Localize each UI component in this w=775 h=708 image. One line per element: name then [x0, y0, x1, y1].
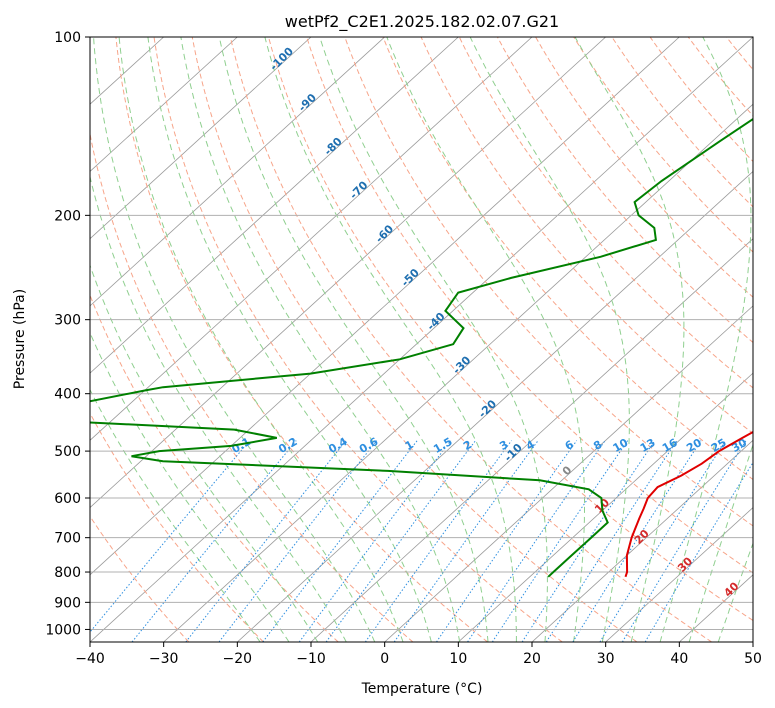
mixing-ratio-line — [644, 461, 753, 642]
mixing-ratio-line — [521, 440, 656, 642]
moist-adiabat-line — [180, 37, 461, 642]
isotherm-line — [90, 37, 312, 240]
moist-adiabat-line — [386, 37, 585, 642]
x-tick-label: 50 — [744, 651, 762, 667]
y-tick-label: 800 — [54, 565, 81, 581]
moist-adiabat-line — [90, 388, 261, 642]
mixing-ratio-line — [572, 440, 702, 642]
mixing-ratio-line — [298, 440, 452, 642]
dry-adiabat-line — [306, 37, 753, 574]
isotherm-line — [90, 37, 459, 374]
moist-adiabat-lines — [90, 37, 753, 642]
x-tick-label: 20 — [523, 651, 541, 667]
isotherm-line — [90, 37, 680, 576]
isotherm-line — [90, 37, 533, 441]
isotherm-line — [531, 439, 753, 642]
x-tick-label: 40 — [670, 651, 688, 667]
moist-adiabat-line — [93, 37, 376, 642]
mixing-ratio-line — [218, 440, 378, 642]
dry-adiabat-line — [382, 37, 753, 481]
temperature-profile-line — [624, 430, 753, 578]
dry-adiabat-line — [115, 37, 488, 642]
dry-adiabat-line — [153, 37, 563, 642]
y-tick-label: 100 — [54, 30, 81, 46]
y-tick-label: 700 — [54, 531, 81, 547]
mixing-ratio-line — [436, 440, 578, 642]
dry-adiabat-line — [229, 37, 712, 642]
mixing-ratio-line — [393, 440, 539, 642]
y-tick-label: 300 — [54, 313, 81, 329]
x-tick-label: −20 — [223, 651, 253, 667]
mixing-ratio-label: 36 — [750, 436, 770, 455]
y-tick-label: 1000 — [45, 622, 81, 638]
profile-series — [90, 117, 753, 578]
mixing-ratio-line — [262, 440, 418, 642]
isotherm-line — [90, 37, 606, 509]
dry-adiabat-line — [90, 412, 264, 642]
moist-adiabat-line — [717, 541, 753, 642]
isotherm-line — [458, 372, 753, 642]
y-axis-label: Pressure (hPa) — [12, 289, 28, 389]
dry-adiabat-line — [90, 131, 414, 642]
moist-adiabat-line — [118, 37, 404, 642]
y-tick-label: 900 — [54, 595, 81, 611]
mixing-ratio-line — [325, 440, 476, 642]
moist-adiabat-line — [218, 37, 489, 642]
plot-frame — [89, 36, 754, 643]
x-tick-label: 0 — [380, 651, 389, 667]
isotherm-line — [384, 305, 753, 642]
mixing-ratio-line — [491, 440, 629, 642]
x-tick-label: 30 — [597, 651, 615, 667]
dry-adiabat-line — [191, 37, 638, 642]
y-axis-ticks: 100 200 300 400 500 600 700 800 900 1000 — [45, 30, 90, 638]
x-tick-label: −30 — [149, 651, 179, 667]
dry-adiabat-line — [535, 37, 753, 298]
x-tick-label: −10 — [296, 651, 326, 667]
isotherm-line — [605, 507, 753, 642]
moist-adiabat-line — [264, 37, 517, 642]
dry-adiabat-line — [420, 37, 753, 435]
mixing-ratio-line — [621, 440, 747, 642]
mixing-ratio-line — [545, 440, 678, 642]
mixing-ratio-line — [599, 440, 727, 642]
mixing-ratio-line — [90, 440, 250, 633]
dry-adiabat-line — [268, 37, 753, 622]
x-axis-ticks: −40 −30 −20 −10 0 10 20 30 40 50 — [75, 642, 762, 667]
isotherm-line — [237, 170, 753, 642]
isotherm-line — [163, 103, 753, 642]
moist-adiabat-line — [90, 174, 347, 642]
y-tick-label: 200 — [54, 208, 81, 224]
y-tick-label: 600 — [54, 491, 81, 507]
moist-adiabat-line — [574, 37, 685, 642]
moist-adiabat-line — [90, 331, 290, 642]
dry-adiabat-line — [344, 37, 753, 527]
isotherm-line — [90, 37, 238, 172]
x-tick-label: 10 — [449, 651, 467, 667]
dry-adiabat-line — [496, 37, 753, 344]
moist-adiabat-line — [659, 37, 752, 642]
y-tick-label: 500 — [54, 444, 81, 460]
mixing-ratio-line — [467, 440, 606, 642]
chart-title: wetPf2_C2E1.2025.182.02.07.G21 — [285, 12, 559, 32]
moist-adiabat-line — [688, 442, 753, 642]
moist-adiabat-line — [469, 37, 630, 642]
isotherm-line — [90, 37, 753, 642]
isotherm-line — [90, 37, 385, 307]
pressure-grid-lines — [90, 37, 753, 630]
x-axis-label: Temperature (°C) — [361, 681, 483, 697]
moist-adiabat-line — [147, 37, 432, 642]
moist-adiabat-line — [90, 264, 319, 642]
y-tick-label: 400 — [54, 387, 81, 403]
x-tick-label: −40 — [75, 651, 105, 667]
mixing-ratio-line — [131, 440, 297, 642]
mixing-ratio-lines — [90, 440, 753, 642]
moist-adiabat-line — [319, 37, 548, 642]
dewpoint-profile-line — [90, 117, 753, 578]
